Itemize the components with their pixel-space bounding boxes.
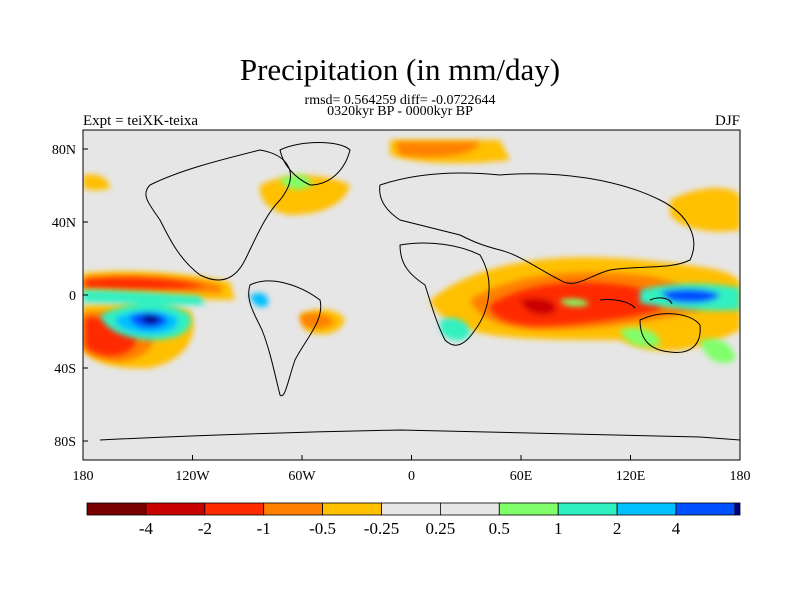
x-tick-label: 180	[73, 469, 94, 484]
colorbar-label: -0.5	[309, 519, 336, 538]
colorbar-label: -4	[139, 519, 154, 538]
experiment-label: Expt = teiXK-teixa	[83, 113, 199, 129]
season-label: DJF	[714, 113, 740, 129]
colorbar-label: -1	[257, 519, 271, 538]
colorbar-label: 4	[672, 519, 681, 538]
colorbar: -4 -2 -1 -0.5 -0.25 0.25 0.5 1 2 4	[86, 502, 741, 538]
y-tick-label: 40S	[54, 362, 76, 377]
colorbar-swatch	[381, 502, 441, 516]
y-tick-label: 80N	[52, 143, 76, 158]
colorbar-swatch	[675, 502, 736, 516]
y-axis: 80N 40N 0 40S 80S	[52, 143, 88, 450]
colorbar-label: -2	[198, 519, 212, 538]
x-tick-label: 60E	[510, 469, 533, 484]
anomaly-field	[83, 140, 740, 441]
colorbar-swatch	[145, 502, 206, 516]
coastlines	[99, 142, 740, 441]
period-line: 0320kyr BP - 0000kyr BP	[327, 104, 473, 119]
y-tick-label: 40N	[52, 216, 76, 231]
y-tick-label: 80S	[54, 435, 76, 450]
y-tick-label: 0	[69, 289, 76, 304]
colorbar-swatch	[498, 502, 559, 516]
x-tick-label: 120E	[616, 469, 646, 484]
x-axis: 180 120W 60W 0 60E 120E 180	[73, 455, 751, 484]
stats-line: rmsd= 0.564259 diff= -0.0722644	[304, 93, 496, 108]
colorbar-label: -0.25	[364, 519, 399, 538]
x-tick-label: 60W	[288, 469, 316, 484]
colorbar-swatch	[557, 502, 618, 516]
colorbar-label: 0.5	[489, 519, 510, 538]
colorbar-swatch	[734, 502, 741, 516]
x-tick-label: 180	[730, 469, 751, 484]
colorbar-swatch	[86, 502, 147, 516]
colorbar-label: 1	[554, 519, 563, 538]
x-tick-label: 0	[408, 469, 415, 484]
colorbar-label: 2	[613, 519, 622, 538]
colorbar-swatch	[322, 502, 382, 516]
colorbar-swatch	[616, 502, 677, 516]
map-plot-area	[82, 129, 741, 461]
colorbar-swatch	[439, 502, 500, 516]
x-tick-label: 120W	[175, 469, 210, 484]
page-title: Precipitation (in mm/day)	[239, 52, 561, 87]
colorbar-swatch	[263, 502, 324, 516]
colorbar-swatch	[204, 502, 265, 516]
colorbar-label: 0.25	[426, 519, 456, 538]
